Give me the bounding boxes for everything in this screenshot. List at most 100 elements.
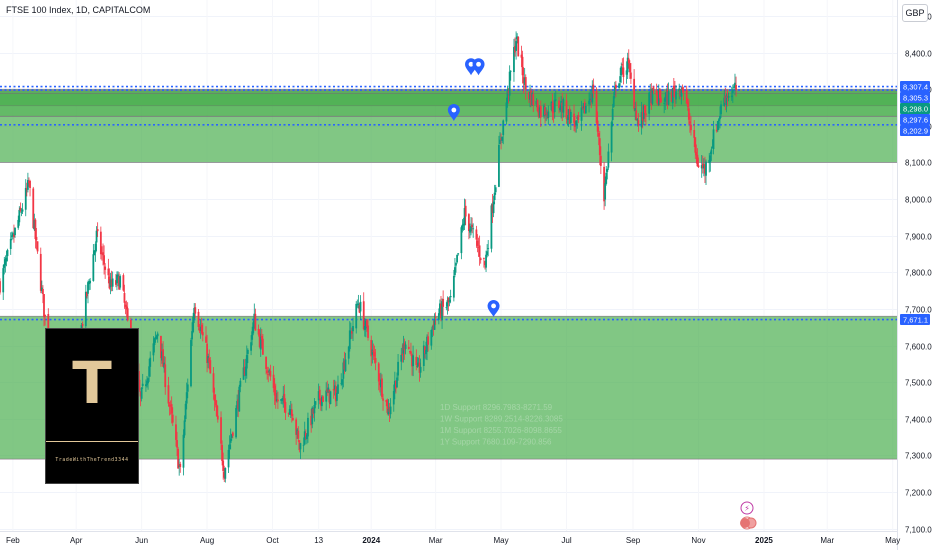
chart-icons[interactable]: ⚡ xyxy=(740,501,757,530)
x-tick-label: May xyxy=(494,536,509,545)
candle-body xyxy=(160,335,162,359)
candle-body xyxy=(351,331,353,334)
candle-body xyxy=(682,89,685,92)
candle-body xyxy=(178,465,181,467)
candle-body xyxy=(25,187,28,190)
candle-body xyxy=(539,105,542,118)
candle-body xyxy=(479,258,482,261)
candle-body xyxy=(401,353,404,356)
logo-text: TradeWithTheTrend3344 xyxy=(55,458,129,463)
currency-button[interactable]: GBP xyxy=(902,4,928,22)
price-labels: 8,307.4 8,305.3 8,298.0 8,297.6 8,202.9 7,671… xyxy=(900,81,930,326)
candle-body xyxy=(583,101,586,114)
candle-body xyxy=(370,339,373,357)
candle-body xyxy=(417,362,420,367)
candle-body xyxy=(433,319,436,330)
event-markers[interactable] xyxy=(447,58,500,317)
candle-body xyxy=(502,120,505,136)
candle-body xyxy=(709,155,712,163)
candle-body xyxy=(537,110,540,117)
candle-body xyxy=(457,253,460,255)
candle-body xyxy=(733,86,735,88)
candle-body xyxy=(273,385,276,396)
candle-body xyxy=(514,45,516,53)
candle-body xyxy=(635,110,638,121)
candle-body xyxy=(362,301,365,330)
candle-body xyxy=(445,307,448,309)
candle-body xyxy=(529,91,531,100)
candle-body xyxy=(88,281,90,285)
candle-body xyxy=(288,409,291,415)
candle-body xyxy=(546,112,549,117)
candle-body xyxy=(558,100,560,109)
support-zone xyxy=(0,316,897,460)
candle-body xyxy=(467,214,470,232)
candle-body xyxy=(535,100,538,105)
candle-body xyxy=(182,434,185,468)
price-axis[interactable]: 8,500.08,400.08,300.08,200.08,100.08,000… xyxy=(897,0,932,550)
candle-body xyxy=(633,78,636,109)
candle-body xyxy=(352,326,354,332)
candle-body xyxy=(329,391,332,404)
candle-body xyxy=(622,67,625,78)
candle-body xyxy=(598,138,601,156)
candle-body xyxy=(42,288,44,295)
candle-body xyxy=(381,378,383,398)
candle-body xyxy=(266,370,269,373)
candle-body xyxy=(155,335,158,339)
candle-body xyxy=(543,105,545,117)
candle-body xyxy=(574,121,577,127)
candle-body xyxy=(524,77,527,90)
candle-body xyxy=(334,386,337,402)
candle-body xyxy=(201,332,204,336)
candle-body xyxy=(446,300,449,307)
candle-body xyxy=(678,88,681,92)
candle-body xyxy=(14,227,16,236)
candle-body xyxy=(19,207,22,211)
y-tick-label: 7,300.0 xyxy=(905,452,932,461)
candle-body xyxy=(176,440,178,448)
price-label-text: 8,202.9 xyxy=(903,127,928,136)
candle-body xyxy=(686,102,689,107)
candle-body xyxy=(185,392,188,404)
candle-body xyxy=(523,77,526,85)
y-tick-label: 7,700.0 xyxy=(905,306,932,315)
candle-body xyxy=(392,390,395,405)
candle-body xyxy=(507,90,510,94)
price-label xyxy=(900,314,930,326)
candle-body xyxy=(272,374,275,389)
candle-body xyxy=(258,333,261,348)
candle-body xyxy=(341,379,344,385)
candle-body xyxy=(310,415,313,426)
candle-body xyxy=(630,72,632,79)
candle-body xyxy=(245,355,248,369)
candle-body xyxy=(355,303,358,329)
x-tick-label: Jul xyxy=(561,536,571,545)
candle-body xyxy=(168,404,171,407)
candle-body xyxy=(696,154,699,167)
candle-body xyxy=(697,165,700,168)
y-tick-label: 8,100.0 xyxy=(905,159,932,168)
candle-body xyxy=(250,342,252,351)
candle-body xyxy=(141,383,144,386)
candle-body xyxy=(652,86,655,91)
candle-body xyxy=(494,187,497,193)
candle-body xyxy=(275,399,278,401)
candle-body xyxy=(337,384,339,394)
candle-body xyxy=(628,63,631,73)
time-axis[interactable]: Feb Apr Jun Aug Oct 13 2024 Mar May Jul Sep Nov 2025… xyxy=(0,531,900,546)
candle-body xyxy=(43,294,45,317)
candle-body xyxy=(434,316,437,318)
candle-body xyxy=(415,356,418,366)
candle-body xyxy=(140,387,143,399)
candle-body xyxy=(710,149,713,155)
candle-body xyxy=(597,133,600,137)
candle-body xyxy=(118,276,120,290)
candle-body xyxy=(109,279,112,287)
candle-body xyxy=(382,398,384,401)
candle-body xyxy=(461,224,464,230)
candle-body xyxy=(297,430,300,439)
support-zones xyxy=(0,88,897,460)
candle-body xyxy=(664,96,667,102)
